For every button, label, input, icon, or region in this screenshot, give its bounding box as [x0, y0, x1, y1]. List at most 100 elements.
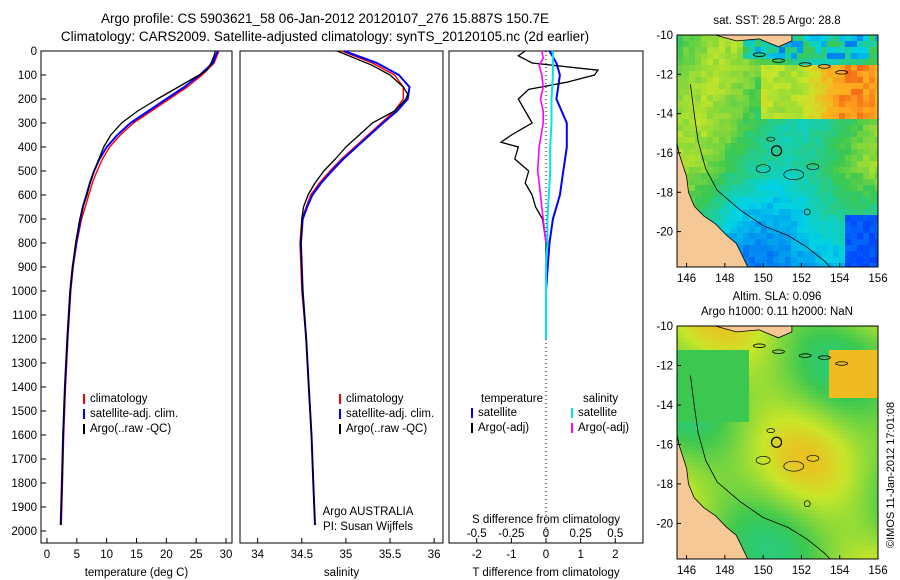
sst-map-cell: [815, 173, 822, 180]
sla-map-cell: [845, 550, 850, 555]
sla-map-cell: [705, 466, 710, 471]
sla-map-cell: [869, 522, 874, 527]
sla-map-field-group: [677, 326, 878, 559]
sla-map-cell: [849, 354, 854, 359]
sst-map-cell: [869, 251, 876, 258]
sla-map-cell: [761, 482, 766, 487]
sla-map-cell: [829, 438, 834, 443]
sst-map-cell: [845, 125, 852, 132]
sla-map-cell: [833, 474, 838, 479]
sla-map-cell: [861, 366, 866, 371]
sla-map-cell: [757, 390, 762, 395]
salinity-difference-tick-label: -0.25: [498, 528, 524, 540]
sla-map-reef-outline: [783, 460, 805, 472]
sla-map-cell: [825, 490, 830, 495]
sla-map-cell: [753, 446, 758, 451]
sla-map-cell: [873, 526, 878, 531]
sla-map-cell: [741, 498, 746, 503]
sla-map-cell: [693, 370, 698, 375]
sla-map-cell: [805, 426, 810, 431]
sla-map-cell: [813, 374, 818, 379]
sla-map-cell: [869, 382, 874, 387]
sla-map-cell: [829, 366, 834, 371]
sla-map-cell: [817, 358, 822, 363]
sla-map-cell: [845, 414, 850, 419]
sst-map-cell: [851, 53, 858, 60]
sst-map-cell: [773, 161, 780, 168]
sst-map-cell: [791, 263, 798, 267]
sla-map-cell: [685, 390, 690, 395]
sla-map-cell: [841, 410, 846, 415]
sla-map-cell: [741, 450, 746, 455]
sla-map-cell: [693, 326, 698, 331]
sla-map-cell: [741, 386, 746, 391]
sst-map-cell: [767, 221, 774, 228]
sst-map-cell: [815, 245, 822, 252]
sla-map-cell: [841, 462, 846, 467]
sla-map-cell: [729, 466, 734, 471]
sla-map-cell: [749, 498, 754, 503]
sst-map-cell: [815, 35, 822, 42]
sla-map-cell: [689, 474, 694, 479]
sst-map-cell: [785, 191, 792, 198]
sla-map-cell: [801, 522, 806, 527]
sla-map-cell: [769, 518, 774, 523]
sst-map-cell: [737, 197, 744, 204]
sla-map-cell: [829, 522, 834, 527]
sla-map-cell: [845, 410, 850, 415]
sla-map-cell: [801, 530, 806, 535]
sst-map-cell: [755, 209, 762, 216]
sla-map-cell: [833, 350, 838, 355]
sla-map-cell: [777, 466, 782, 471]
sla-map-cell: [833, 454, 838, 459]
legend-salinity-heading: salinity: [583, 393, 618, 405]
sla-map-cell: [733, 510, 738, 515]
sla-map-cell: [845, 378, 850, 383]
sla-map-cell: [729, 414, 734, 419]
sst-map-cell: [863, 71, 870, 78]
sla-map-cell: [717, 394, 722, 399]
sla-map-cell: [741, 342, 746, 347]
sst-map-cell: [743, 95, 750, 102]
sst-map-cell: [851, 89, 858, 96]
sst-map-cell: [857, 263, 864, 267]
sla-map-cell: [761, 502, 766, 507]
sla-map-cell: [833, 378, 838, 383]
sla-map-cell: [813, 478, 818, 483]
sla-map-cell: [725, 458, 730, 463]
sst-map-cell: [773, 173, 780, 180]
sla-map-cell: [761, 434, 766, 439]
sst-map-cell: [839, 89, 846, 96]
sla-map-cell: [829, 330, 834, 335]
sla-map-cell: [801, 358, 806, 363]
sla-map-cell: [753, 346, 758, 351]
sla-map-cell: [873, 430, 878, 435]
sst-map-cell: [833, 233, 840, 240]
sla-map-cell: [773, 398, 778, 403]
sla-map-cell: [865, 350, 870, 355]
sla-map-cell: [733, 402, 738, 407]
sla-map-cell: [721, 378, 726, 383]
sla-map-cell: [873, 370, 878, 375]
sla-map-cell: [861, 342, 866, 347]
sla-map-cell: [857, 438, 862, 443]
sla-map-cell: [789, 510, 794, 515]
sla-map-cell: [757, 422, 762, 427]
sla-map-cell: [761, 522, 766, 527]
sla-map-cell: [805, 490, 810, 495]
sla-map-cell: [813, 522, 818, 527]
sla-map-cell: [705, 498, 710, 503]
sst-map-cell: [803, 101, 810, 108]
sla-map-cell: [697, 422, 702, 427]
sla-map-cell: [813, 342, 818, 347]
sla-map-cell: [717, 374, 722, 379]
sst-map-cell: [773, 209, 780, 216]
sst-map-cell: [875, 227, 878, 234]
sst-map-cell: [821, 89, 828, 96]
sla-map-cell: [713, 462, 718, 467]
sla-map-cell: [805, 506, 810, 511]
sla-map-cell: [713, 502, 718, 507]
sla-map-cell: [869, 554, 874, 559]
sla-map-cell: [761, 442, 766, 447]
sla-map-cell: [797, 390, 802, 395]
